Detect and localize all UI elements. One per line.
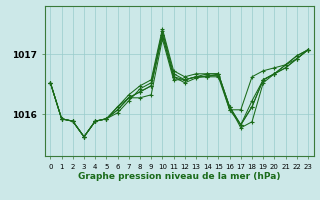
X-axis label: Graphe pression niveau de la mer (hPa): Graphe pression niveau de la mer (hPa)	[78, 172, 280, 181]
